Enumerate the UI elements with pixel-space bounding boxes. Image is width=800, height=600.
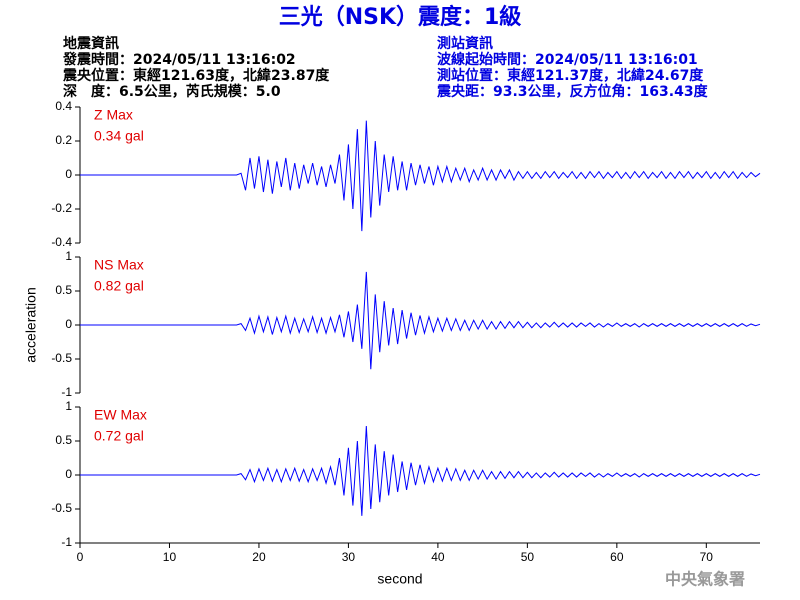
chart-title: 三光（NSK）震度：1級 bbox=[279, 4, 522, 30]
x-tick-label: 50 bbox=[521, 550, 535, 564]
x-tick-label: 70 bbox=[700, 550, 714, 564]
annotation: NS Max bbox=[94, 257, 144, 273]
annotation: 0.72 gal bbox=[94, 428, 144, 444]
y-tick-label: -0.5 bbox=[51, 351, 72, 365]
x-tick-label: 0 bbox=[77, 550, 84, 564]
footer: 中央氣象署 bbox=[665, 570, 745, 589]
y-tick-label: 1 bbox=[65, 249, 72, 263]
info-line: 震央距：93.3公里，反方位角：163.43度 bbox=[436, 83, 709, 100]
y-tick-label: 0.4 bbox=[55, 99, 72, 113]
waveform bbox=[80, 426, 761, 516]
info-line: 震央位置：東經121.63度，北緯23.87度 bbox=[62, 67, 330, 84]
info-line: 測站位置：東經121.37度，北緯24.67度 bbox=[437, 67, 704, 84]
info-line: 地震資訊 bbox=[63, 35, 119, 52]
y-tick-label: 0.2 bbox=[55, 133, 72, 147]
y-tick-label: 0.5 bbox=[55, 283, 72, 297]
y-tick-label: -0.4 bbox=[51, 235, 72, 249]
x-axis-label: second bbox=[377, 571, 422, 587]
y-tick-label: 1 bbox=[65, 399, 72, 413]
annotation: EW Max bbox=[94, 407, 147, 423]
x-tick-label: 10 bbox=[163, 550, 177, 564]
y-tick-label: 0 bbox=[65, 167, 72, 181]
x-tick-label: 30 bbox=[342, 550, 356, 564]
annotation: Z Max bbox=[94, 107, 133, 123]
info-line: 深 度：6.5公里，芮氏規模：5.0 bbox=[63, 83, 281, 100]
x-tick-label: 60 bbox=[610, 550, 624, 564]
annotation: 0.82 gal bbox=[94, 278, 144, 294]
y-tick-label: -1 bbox=[61, 385, 72, 399]
x-tick-label: 20 bbox=[252, 550, 266, 564]
waveform bbox=[80, 271, 761, 370]
y-tick-label: -1 bbox=[61, 535, 72, 549]
y-tick-label: 0 bbox=[65, 317, 72, 331]
y-tick-label: -0.5 bbox=[51, 501, 72, 515]
waveform bbox=[80, 120, 761, 232]
info-line: 測站資訊 bbox=[437, 35, 493, 52]
y-tick-label: 0 bbox=[65, 467, 72, 481]
y-tick-label: 0.5 bbox=[55, 433, 72, 447]
info-line: 波線起始時間：2024/05/11 13:16:01 bbox=[437, 51, 698, 68]
annotation: 0.34 gal bbox=[94, 128, 144, 144]
y-tick-label: -0.2 bbox=[51, 201, 72, 215]
x-tick-label: 40 bbox=[431, 550, 445, 564]
y-axis-label: acceleration bbox=[23, 287, 39, 363]
info-line: 發震時間：2024/05/11 13:16:02 bbox=[62, 51, 296, 68]
